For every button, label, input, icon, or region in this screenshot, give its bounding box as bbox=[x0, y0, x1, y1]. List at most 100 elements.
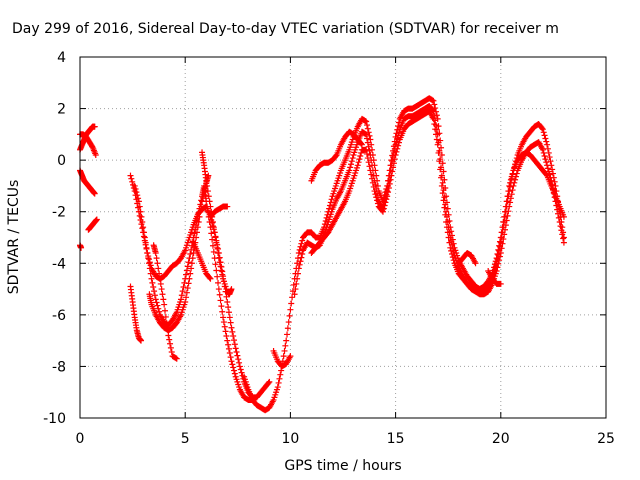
data-point bbox=[540, 129, 547, 136]
x-axis-label: GPS time / hours bbox=[284, 458, 401, 474]
data-point bbox=[546, 154, 553, 161]
data-point bbox=[237, 366, 244, 373]
y-axis: -10 -8 -6 -4 -2 0 2 4 bbox=[43, 50, 606, 427]
x-tick-label: 15 bbox=[387, 431, 405, 447]
data-point bbox=[230, 333, 237, 340]
data-point bbox=[393, 148, 400, 155]
data-point bbox=[379, 208, 386, 215]
data-point bbox=[214, 273, 221, 280]
data-point bbox=[232, 345, 239, 352]
data-point bbox=[194, 224, 201, 231]
data-point bbox=[496, 242, 503, 249]
data-point bbox=[145, 255, 152, 262]
data-point bbox=[293, 280, 300, 287]
series-track-early-d bbox=[85, 216, 100, 233]
data-point bbox=[204, 188, 211, 195]
data-point bbox=[225, 309, 232, 316]
data-point bbox=[155, 265, 162, 272]
data-point bbox=[210, 224, 217, 231]
data-point bbox=[156, 270, 163, 277]
data-point bbox=[224, 203, 231, 210]
data-point bbox=[547, 158, 554, 165]
data-point bbox=[212, 261, 219, 268]
data-point bbox=[236, 359, 243, 366]
y-tick-label: -8 bbox=[52, 359, 66, 375]
data-point bbox=[225, 304, 232, 311]
y-tick-label: 2 bbox=[57, 102, 66, 118]
x-tick-label: 10 bbox=[281, 431, 299, 447]
data-point bbox=[387, 176, 394, 183]
data-point bbox=[207, 275, 214, 282]
data-point bbox=[433, 136, 440, 143]
data-point bbox=[328, 196, 335, 203]
data-point bbox=[384, 193, 391, 200]
y-tick-label: -6 bbox=[52, 308, 66, 324]
data-point bbox=[371, 188, 378, 195]
data-point bbox=[438, 182, 445, 189]
data-point bbox=[159, 291, 166, 298]
data-point bbox=[539, 146, 546, 153]
data-point bbox=[197, 208, 204, 215]
data-point bbox=[219, 308, 226, 315]
data-point bbox=[440, 197, 447, 204]
data-point bbox=[193, 229, 200, 236]
data-point bbox=[372, 191, 379, 198]
data-point bbox=[385, 189, 392, 196]
data-point bbox=[292, 286, 299, 293]
data-point bbox=[186, 275, 193, 282]
data-point bbox=[358, 141, 365, 148]
data-point bbox=[558, 227, 565, 234]
data-point bbox=[215, 286, 222, 293]
data-point bbox=[497, 234, 504, 241]
data-point bbox=[213, 267, 220, 274]
data-point bbox=[209, 219, 216, 226]
data-point bbox=[199, 194, 206, 201]
data-point bbox=[508, 173, 515, 180]
data-point bbox=[560, 234, 567, 241]
data-point bbox=[188, 260, 195, 267]
data-point bbox=[549, 166, 556, 173]
data-point bbox=[381, 202, 388, 209]
data-point bbox=[438, 144, 445, 151]
data-point bbox=[187, 251, 194, 258]
data-point bbox=[364, 155, 371, 162]
data-point bbox=[544, 141, 551, 148]
data-point bbox=[78, 244, 85, 251]
data-point bbox=[369, 175, 376, 182]
data-point bbox=[135, 198, 142, 205]
data-point bbox=[184, 263, 191, 270]
data-point bbox=[441, 204, 448, 211]
data-point bbox=[217, 297, 224, 304]
data-point bbox=[151, 292, 158, 299]
data-point bbox=[295, 265, 302, 272]
data-point bbox=[505, 188, 512, 195]
series-track-mid-a bbox=[308, 128, 365, 184]
data-point bbox=[503, 217, 510, 224]
data-point bbox=[440, 168, 447, 175]
data-point bbox=[369, 179, 376, 186]
data-point bbox=[135, 195, 142, 202]
data-point bbox=[349, 155, 356, 162]
data-point bbox=[557, 223, 564, 230]
x-tick-label: 20 bbox=[492, 431, 510, 447]
data-point bbox=[265, 379, 272, 386]
data-point bbox=[282, 342, 289, 349]
data-point bbox=[183, 271, 190, 278]
data-point bbox=[445, 234, 452, 241]
data-point bbox=[493, 255, 500, 262]
data-point bbox=[214, 244, 221, 251]
data-point bbox=[507, 176, 514, 183]
data-point bbox=[442, 211, 449, 218]
data-point bbox=[218, 303, 225, 310]
data-point bbox=[542, 156, 549, 163]
data-point bbox=[291, 291, 298, 298]
data-point bbox=[441, 176, 448, 183]
data-point bbox=[559, 231, 566, 238]
data-point bbox=[438, 174, 445, 181]
data-point bbox=[450, 257, 457, 264]
data-point bbox=[545, 168, 552, 175]
data-point bbox=[373, 194, 380, 201]
data-point bbox=[147, 270, 154, 277]
data-point bbox=[150, 284, 157, 291]
